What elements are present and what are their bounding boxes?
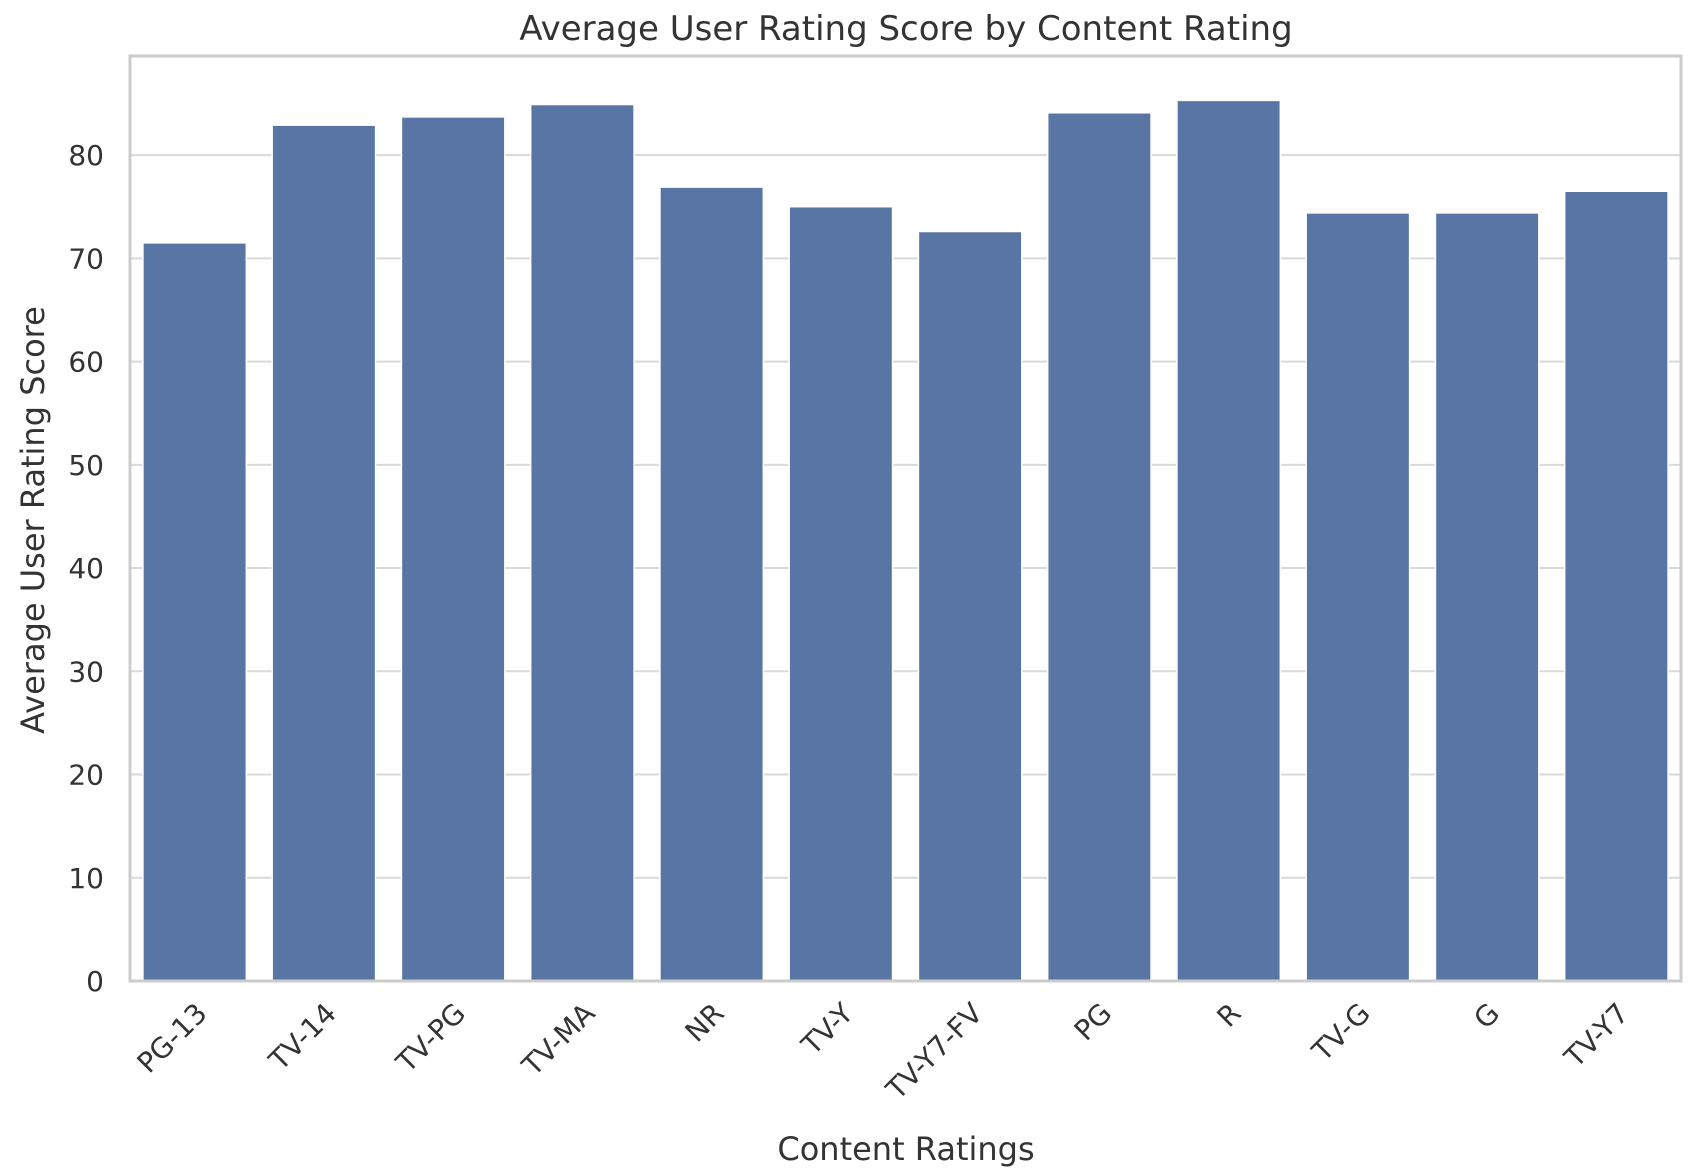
chart-title: Average User Rating Score by Content Rat…: [519, 9, 1292, 49]
bar-TV-G: [1305, 212, 1411, 982]
x-tick-label-TV-Y: TV-Y: [794, 996, 860, 1062]
y-tick-label-50: 50: [68, 449, 104, 482]
x-tick-label-PG: PG: [1068, 997, 1119, 1048]
y-axis-label: Average User Rating Score: [14, 306, 52, 734]
bar-G: [1434, 212, 1540, 982]
x-tick-label-TV-Y7: TV-Y7: [1557, 997, 1635, 1075]
bar-R: [1176, 99, 1282, 982]
bar-TV-Y7-FV: [917, 230, 1023, 982]
y-tick-label-10: 10: [68, 862, 104, 895]
y-tick-label-30: 30: [68, 655, 104, 688]
x-tick-label-NR: NR: [679, 997, 731, 1049]
y-tick-label-40: 40: [68, 552, 104, 585]
plot-area-frame: [128, 54, 1683, 983]
gridlines: [130, 154, 1681, 982]
bar-TV-14: [271, 124, 377, 982]
x-tick-label-TV-Y7-FV: TV-Y7-FV: [879, 997, 989, 1107]
y-tick-labels: 0 10 20 30 40 50 60 70 80: [68, 139, 104, 998]
bar-PG-13: [142, 242, 248, 982]
bar-NR: [659, 186, 765, 982]
x-axis-label: Content Ratings: [777, 1130, 1034, 1168]
x-tick-label-R: R: [1210, 997, 1247, 1034]
x-tick-label-TV-MA: TV-MA: [515, 997, 601, 1083]
y-tick-label-0: 0: [86, 965, 104, 998]
x-tick-label-G: G: [1467, 997, 1506, 1036]
y-tick-label-20: 20: [68, 759, 104, 792]
x-tick-labels: PG-13 TV-14 TV-PG TV-MA NR TV-Y TV-Y7-FV PG R TV-…: [131, 996, 1636, 1107]
y-tick-label-80: 80: [68, 139, 104, 172]
bar-PG: [1046, 112, 1152, 982]
bars: [142, 99, 1669, 982]
bar-TV-Y7: [1563, 190, 1669, 982]
x-tick-label-TV-14: TV-14: [262, 997, 343, 1078]
x-tick-label-TV-G: TV-G: [1305, 997, 1377, 1069]
bar-TV-MA: [529, 103, 635, 982]
y-tick-label-70: 70: [68, 242, 104, 275]
y-tick-label-60: 60: [68, 346, 104, 379]
x-tick-label-PG-13: PG-13: [131, 997, 214, 1080]
bar-TV-PG: [400, 116, 506, 982]
x-tick-label-TV-PG: TV-PG: [389, 997, 472, 1080]
bar-TV-Y: [788, 205, 894, 982]
